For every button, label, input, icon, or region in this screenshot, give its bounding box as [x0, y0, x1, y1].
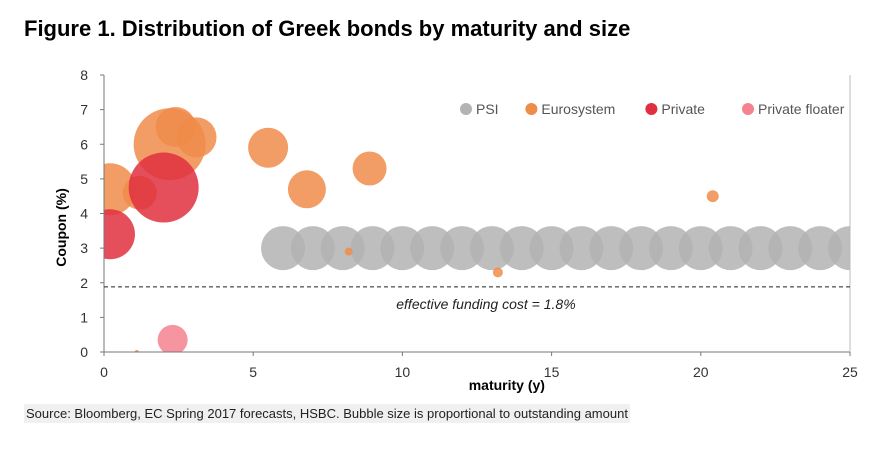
legend: PSI Eurosystem Private Private floater	[460, 101, 845, 117]
eurosystem-bubble	[344, 247, 353, 256]
legend-label-private: Private	[661, 101, 705, 117]
legend-swatch-psi	[460, 103, 472, 115]
legend-label-private-floater: Private floater	[758, 101, 845, 117]
legend-label-eurosystem: Eurosystem	[541, 101, 615, 117]
x-axis-label: maturity (y)	[469, 377, 545, 393]
x-tick-label: 15	[544, 364, 560, 380]
y-tick-label: 0	[80, 344, 88, 360]
y-tick-label: 2	[80, 275, 88, 291]
x-tick-label: 0	[100, 364, 108, 380]
eurosystem-bubble	[287, 170, 326, 209]
x-tick-label: 5	[249, 364, 257, 380]
legend-swatch-private-floater	[742, 103, 754, 115]
private-bubble	[104, 209, 135, 260]
y-tick-label: 5	[80, 171, 88, 187]
y-tick-label: 1	[80, 309, 88, 325]
y-tick-label: 7	[80, 102, 88, 118]
x-tick-labels: 0 5 10 15 20 25	[100, 352, 858, 380]
legend-label-psi: PSI	[476, 101, 499, 117]
eurosystem-bubble	[492, 267, 503, 278]
eurosystem-bubble	[352, 151, 387, 186]
eurosystem-bubble	[248, 127, 289, 168]
psi-bubble	[828, 226, 850, 271]
y-tick-label: 8	[80, 67, 88, 83]
bubble-layer	[104, 106, 850, 352]
x-tick-label: 20	[693, 364, 709, 380]
funding-cost-label: effective funding cost = 1.8%	[396, 296, 575, 312]
legend-swatch-eurosystem	[525, 103, 538, 115]
y-axis-label: Coupon (%)	[53, 188, 69, 267]
legend-swatch-private	[645, 103, 658, 115]
y-tick-label: 4	[80, 206, 88, 222]
chart-title: Figure 1. Distribution of Greek bonds by…	[24, 16, 631, 41]
eurosystem-bubble	[706, 190, 719, 203]
private-floater-bubble	[157, 324, 188, 352]
x-tick-label: 25	[842, 364, 858, 380]
y-tick-labels: 0 1 2 3 4 5 6 7 8	[80, 67, 104, 360]
y-tick-label: 3	[80, 240, 88, 256]
private-bubble	[128, 152, 199, 223]
x-tick-label: 10	[395, 364, 411, 380]
source-note: Source: Bloomberg, EC Spring 2017 foreca…	[24, 404, 630, 423]
y-tick-label: 6	[80, 136, 88, 152]
eurosystem-bubble	[176, 117, 217, 158]
